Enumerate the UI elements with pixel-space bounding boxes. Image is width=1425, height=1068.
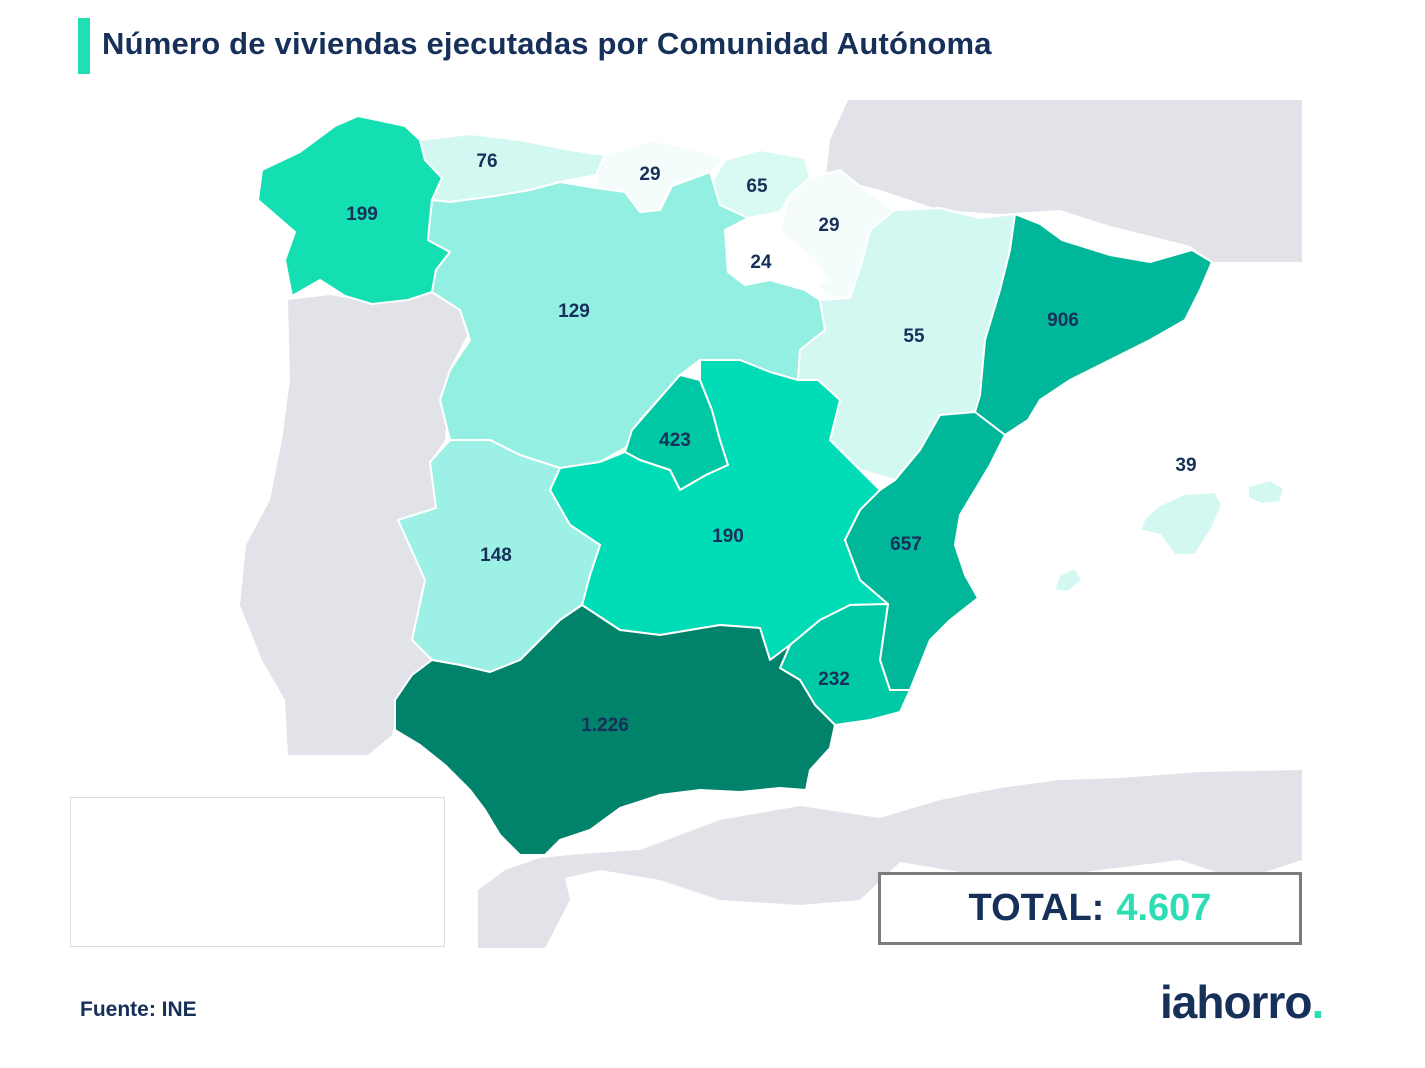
label-andalucia: 1.226 <box>581 715 629 736</box>
label-region-de-murcia: 232 <box>818 669 850 690</box>
label-galicia: 199 <box>346 204 378 225</box>
region-islas-baleares-menorca[interactable] <box>1247 479 1285 505</box>
logo-dot: . <box>1311 976 1324 1028</box>
label-comunidad-valenciana: 657 <box>890 534 922 555</box>
region-islas-baleares-mallorca[interactable] <box>1139 491 1223 556</box>
portugal-land <box>240 290 475 755</box>
total-label: TOTAL: <box>968 887 1105 929</box>
label-cataluna: 906 <box>1047 310 1079 331</box>
label-cantabria: 29 <box>639 164 660 185</box>
label-extremadura: 148 <box>480 545 512 566</box>
region-cataluna[interactable] <box>974 213 1213 436</box>
total-box: TOTAL: 4.607 <box>878 872 1302 945</box>
region-comunidad-valenciana[interactable] <box>844 411 1006 691</box>
logo-text: iahorro <box>1160 976 1312 1028</box>
page-title: Número de viviendas ejecutadas por Comun… <box>102 26 992 61</box>
label-islas-baleares: 39 <box>1175 455 1196 476</box>
label-asturias: 76 <box>476 151 497 172</box>
region-andalucia[interactable] <box>394 604 836 856</box>
region-islas-baleares-ibiza[interactable] <box>1053 567 1083 593</box>
total-value: 4.607 <box>1116 887 1212 929</box>
label-castilla-y-leon: 129 <box>558 301 590 322</box>
north-africa-land <box>478 770 1302 948</box>
label-navarra: 29 <box>818 215 839 236</box>
label-aragon: 55 <box>903 326 925 347</box>
canarias-inset-frame <box>70 797 445 947</box>
label-madrid: 423 <box>659 430 691 451</box>
title-accent-bar <box>78 18 90 74</box>
france-land <box>826 100 1302 262</box>
label-pais-vasco: 65 <box>746 176 768 197</box>
label-la-rioja: 24 <box>750 252 772 273</box>
source-note: Fuente: INE <box>80 998 197 1021</box>
label-castilla-la-mancha: 190 <box>712 526 744 547</box>
iahorro-logo: iahorro. <box>1160 975 1324 1029</box>
